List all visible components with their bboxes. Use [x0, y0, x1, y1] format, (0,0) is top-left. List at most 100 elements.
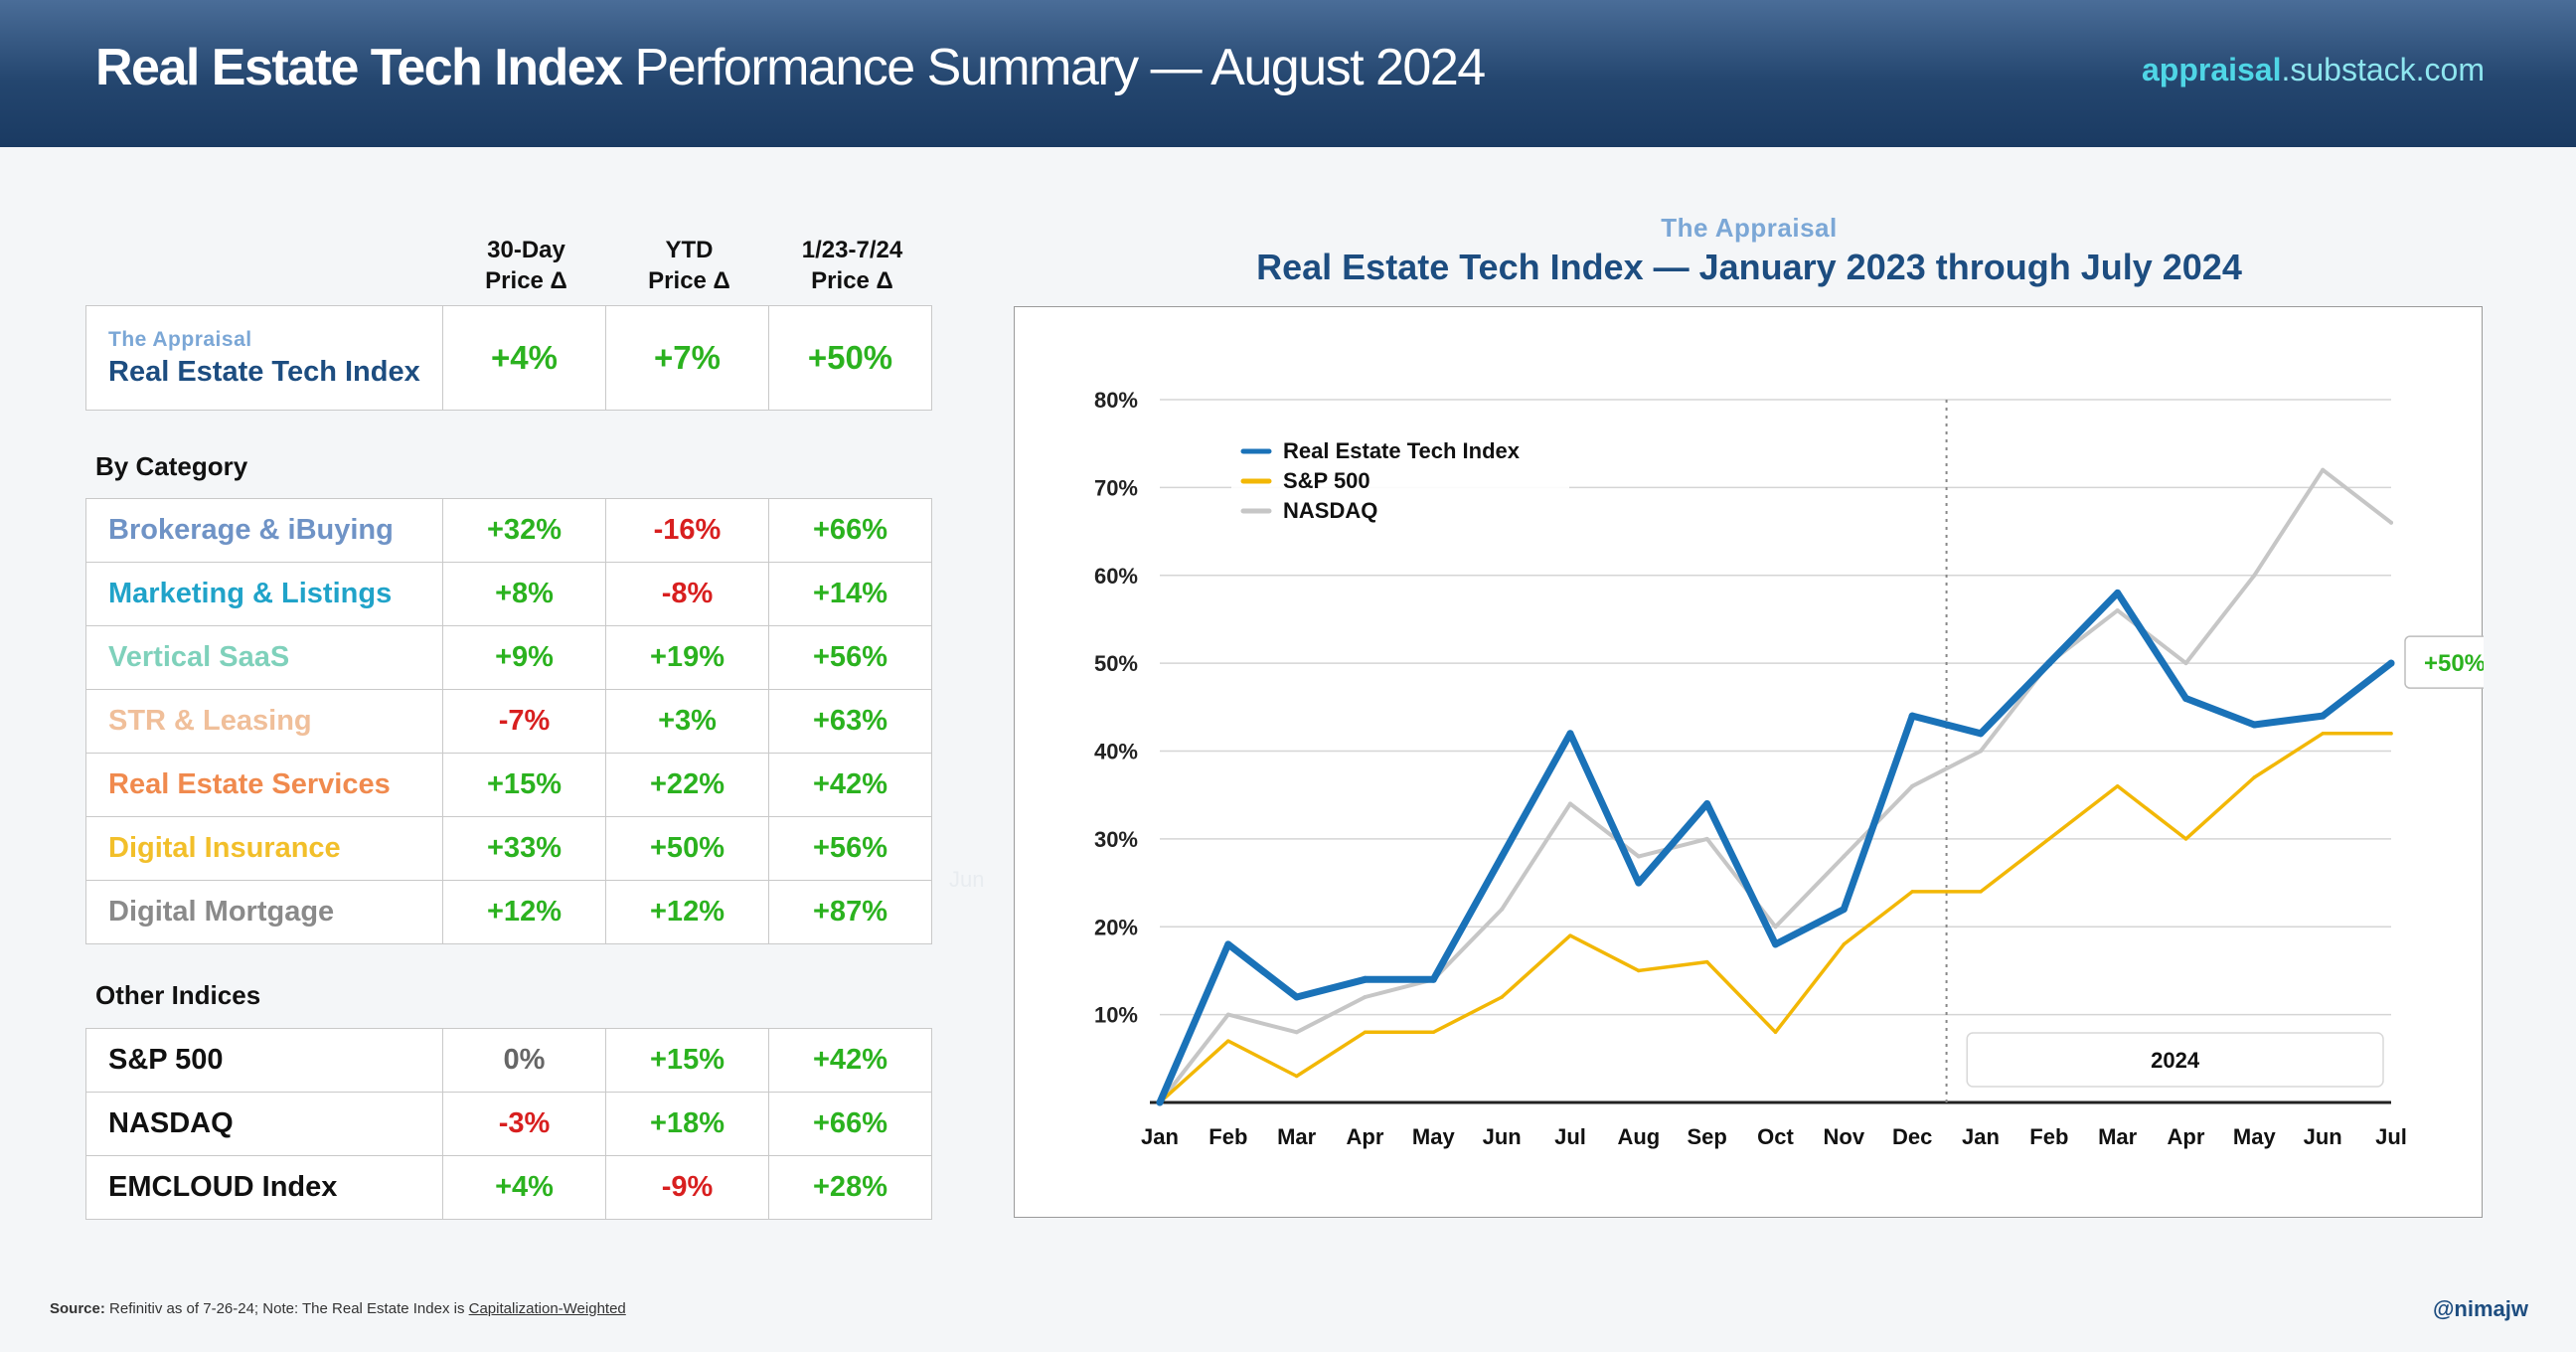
page-title: Real Estate Tech Index Performance Summa…: [95, 39, 1486, 96]
table-row: NASDAQ -3% +18% +66%: [85, 1092, 932, 1156]
x-tick-label: Feb: [2029, 1124, 2068, 1149]
index-name: Real Estate Tech Index: [108, 355, 420, 388]
category-30day: +15%: [442, 753, 606, 817]
x-tick-label: Aug: [1617, 1124, 1660, 1149]
other-total: +42%: [768, 1028, 932, 1093]
data-point: [1704, 836, 1709, 841]
y-tick-label: 50%: [1094, 651, 1138, 676]
data-point: [2321, 732, 2325, 736]
index-kicker: The Appraisal: [108, 327, 252, 351]
data-point: [1773, 1030, 1778, 1035]
category-total: +63%: [768, 689, 932, 754]
source-note: Source: Refinitiv as of 7-26-24; Note: T…: [50, 1300, 626, 1317]
category-ytd: -16%: [605, 498, 769, 563]
x-tick-label: Jun: [1483, 1124, 1522, 1149]
data-point: [1842, 854, 1847, 859]
category-30day: +12%: [442, 880, 606, 944]
data-point: [1979, 890, 1983, 894]
end-label: +50%: [2424, 650, 2484, 677]
x-tick-label: Jun: [2304, 1124, 2342, 1149]
category-name: Brokerage & iBuying: [85, 498, 443, 563]
data-point: [2252, 775, 2257, 779]
legend-label: S&P 500: [1283, 468, 1370, 493]
x-tick-label: Feb: [1208, 1124, 1247, 1149]
category-total: +56%: [768, 816, 932, 881]
category-ytd: +22%: [605, 753, 769, 817]
y-tick-label: 30%: [1094, 827, 1138, 852]
other-total: +28%: [768, 1155, 932, 1220]
data-point: [1156, 1098, 1164, 1106]
data-point: [2321, 467, 2326, 472]
x-tick-label: Jan: [1141, 1124, 1179, 1149]
data-point: [1979, 749, 1983, 754]
other-indices-label: Other Indices: [95, 980, 261, 1010]
line-chart: 10% 20% 30% 40% 50% 60% 70% 80% Jan Feb Mar Apr May J…: [1094, 388, 2484, 1149]
category-30day: +9%: [442, 625, 606, 690]
data-point: [1568, 801, 1572, 806]
category-name: Vertical SaaS: [85, 625, 443, 690]
table-row: EMCLOUD Index +4% -9% +28%: [85, 1155, 932, 1220]
legend-label: Real Estate Tech Index: [1283, 438, 1521, 463]
other-30day: 0%: [442, 1028, 606, 1093]
data-point: [1293, 993, 1301, 1001]
data-point: [2047, 837, 2051, 841]
author-handle[interactable]: @nimajw: [2432, 1296, 2528, 1321]
data-point: [1224, 940, 1232, 948]
table-row: Real Estate Services +15% +22% +42%: [85, 753, 932, 817]
table-row: Brokerage & iBuying +32% -16% +66%: [85, 498, 932, 563]
category-table: Brokerage & iBuying +32% -16% +66% Marketin…: [85, 498, 932, 944]
y-tick-label: 10%: [1094, 1003, 1138, 1028]
category-30day: +33%: [442, 816, 606, 881]
other-indices-table: S&P 500 0% +15% +42% NASDAQ -3% +18% +66% EMCL…: [85, 1028, 932, 1220]
other-name: NASDAQ: [85, 1092, 443, 1156]
y-tick-label: 60%: [1094, 564, 1138, 589]
y-tick-label: 20%: [1094, 915, 1138, 939]
data-point: [1226, 1039, 1230, 1043]
chart-frame: 10% 20% 30% 40% 50% 60% 70% 80% Jan Feb Mar Apr May J…: [1014, 306, 2484, 1218]
other-30day: +4%: [442, 1155, 606, 1220]
index-table: The Appraisal Real Estate Tech Index +4%…: [85, 305, 932, 411]
category-ytd: -8%: [605, 562, 769, 626]
cap-weighted-link[interactable]: Capitalization-Weighted: [468, 1300, 626, 1317]
category-ytd: +50%: [605, 816, 769, 881]
other-ytd: +15%: [605, 1028, 769, 1093]
data-point: [2389, 732, 2393, 736]
data-point: [1566, 730, 1574, 738]
data-point: [1977, 730, 1985, 738]
data-point: [1500, 995, 1504, 999]
y-tick-label: 80%: [1094, 388, 1138, 413]
category-name: STR & Leasing: [85, 689, 443, 754]
category-30day: -7%: [442, 689, 606, 754]
end-label-box: [2404, 635, 2484, 689]
data-point: [2183, 837, 2188, 841]
data-point: [2183, 661, 2188, 666]
data-point: [1703, 800, 1711, 808]
data-point: [1910, 783, 1915, 788]
data-point: [2389, 520, 2393, 525]
data-point: [1840, 906, 1848, 914]
series-line: [1156, 589, 2395, 1106]
category-total: +66%: [768, 498, 932, 563]
category-name: Marketing & Listings: [85, 562, 443, 626]
data-point: [1362, 975, 1368, 983]
other-ytd: -9%: [605, 1155, 769, 1220]
x-tick-label: Mar: [1277, 1124, 1317, 1149]
data-point: [1363, 1030, 1368, 1035]
site-link[interactable]: appraisal.substack.com: [2141, 52, 2485, 87]
data-point: [1908, 712, 1916, 720]
data-point: [2250, 721, 2258, 729]
category-ytd: +19%: [605, 625, 769, 690]
x-tick-label: Oct: [1757, 1124, 1794, 1149]
table-row: S&P 500 0% +15% +42%: [85, 1028, 932, 1093]
category-section-label: By Category: [95, 451, 248, 481]
category-ytd: +12%: [605, 880, 769, 944]
category-total: +42%: [768, 753, 932, 817]
data-point: [1772, 940, 1779, 948]
data-point: [1635, 879, 1643, 887]
data-point: [2115, 784, 2120, 788]
index-name-cell: The Appraisal Real Estate Tech Index: [85, 305, 443, 411]
other-total: +66%: [768, 1092, 932, 1156]
category-30day: +32%: [442, 498, 606, 563]
ghost-label: Jun: [949, 867, 985, 892]
data-point: [1363, 994, 1368, 999]
